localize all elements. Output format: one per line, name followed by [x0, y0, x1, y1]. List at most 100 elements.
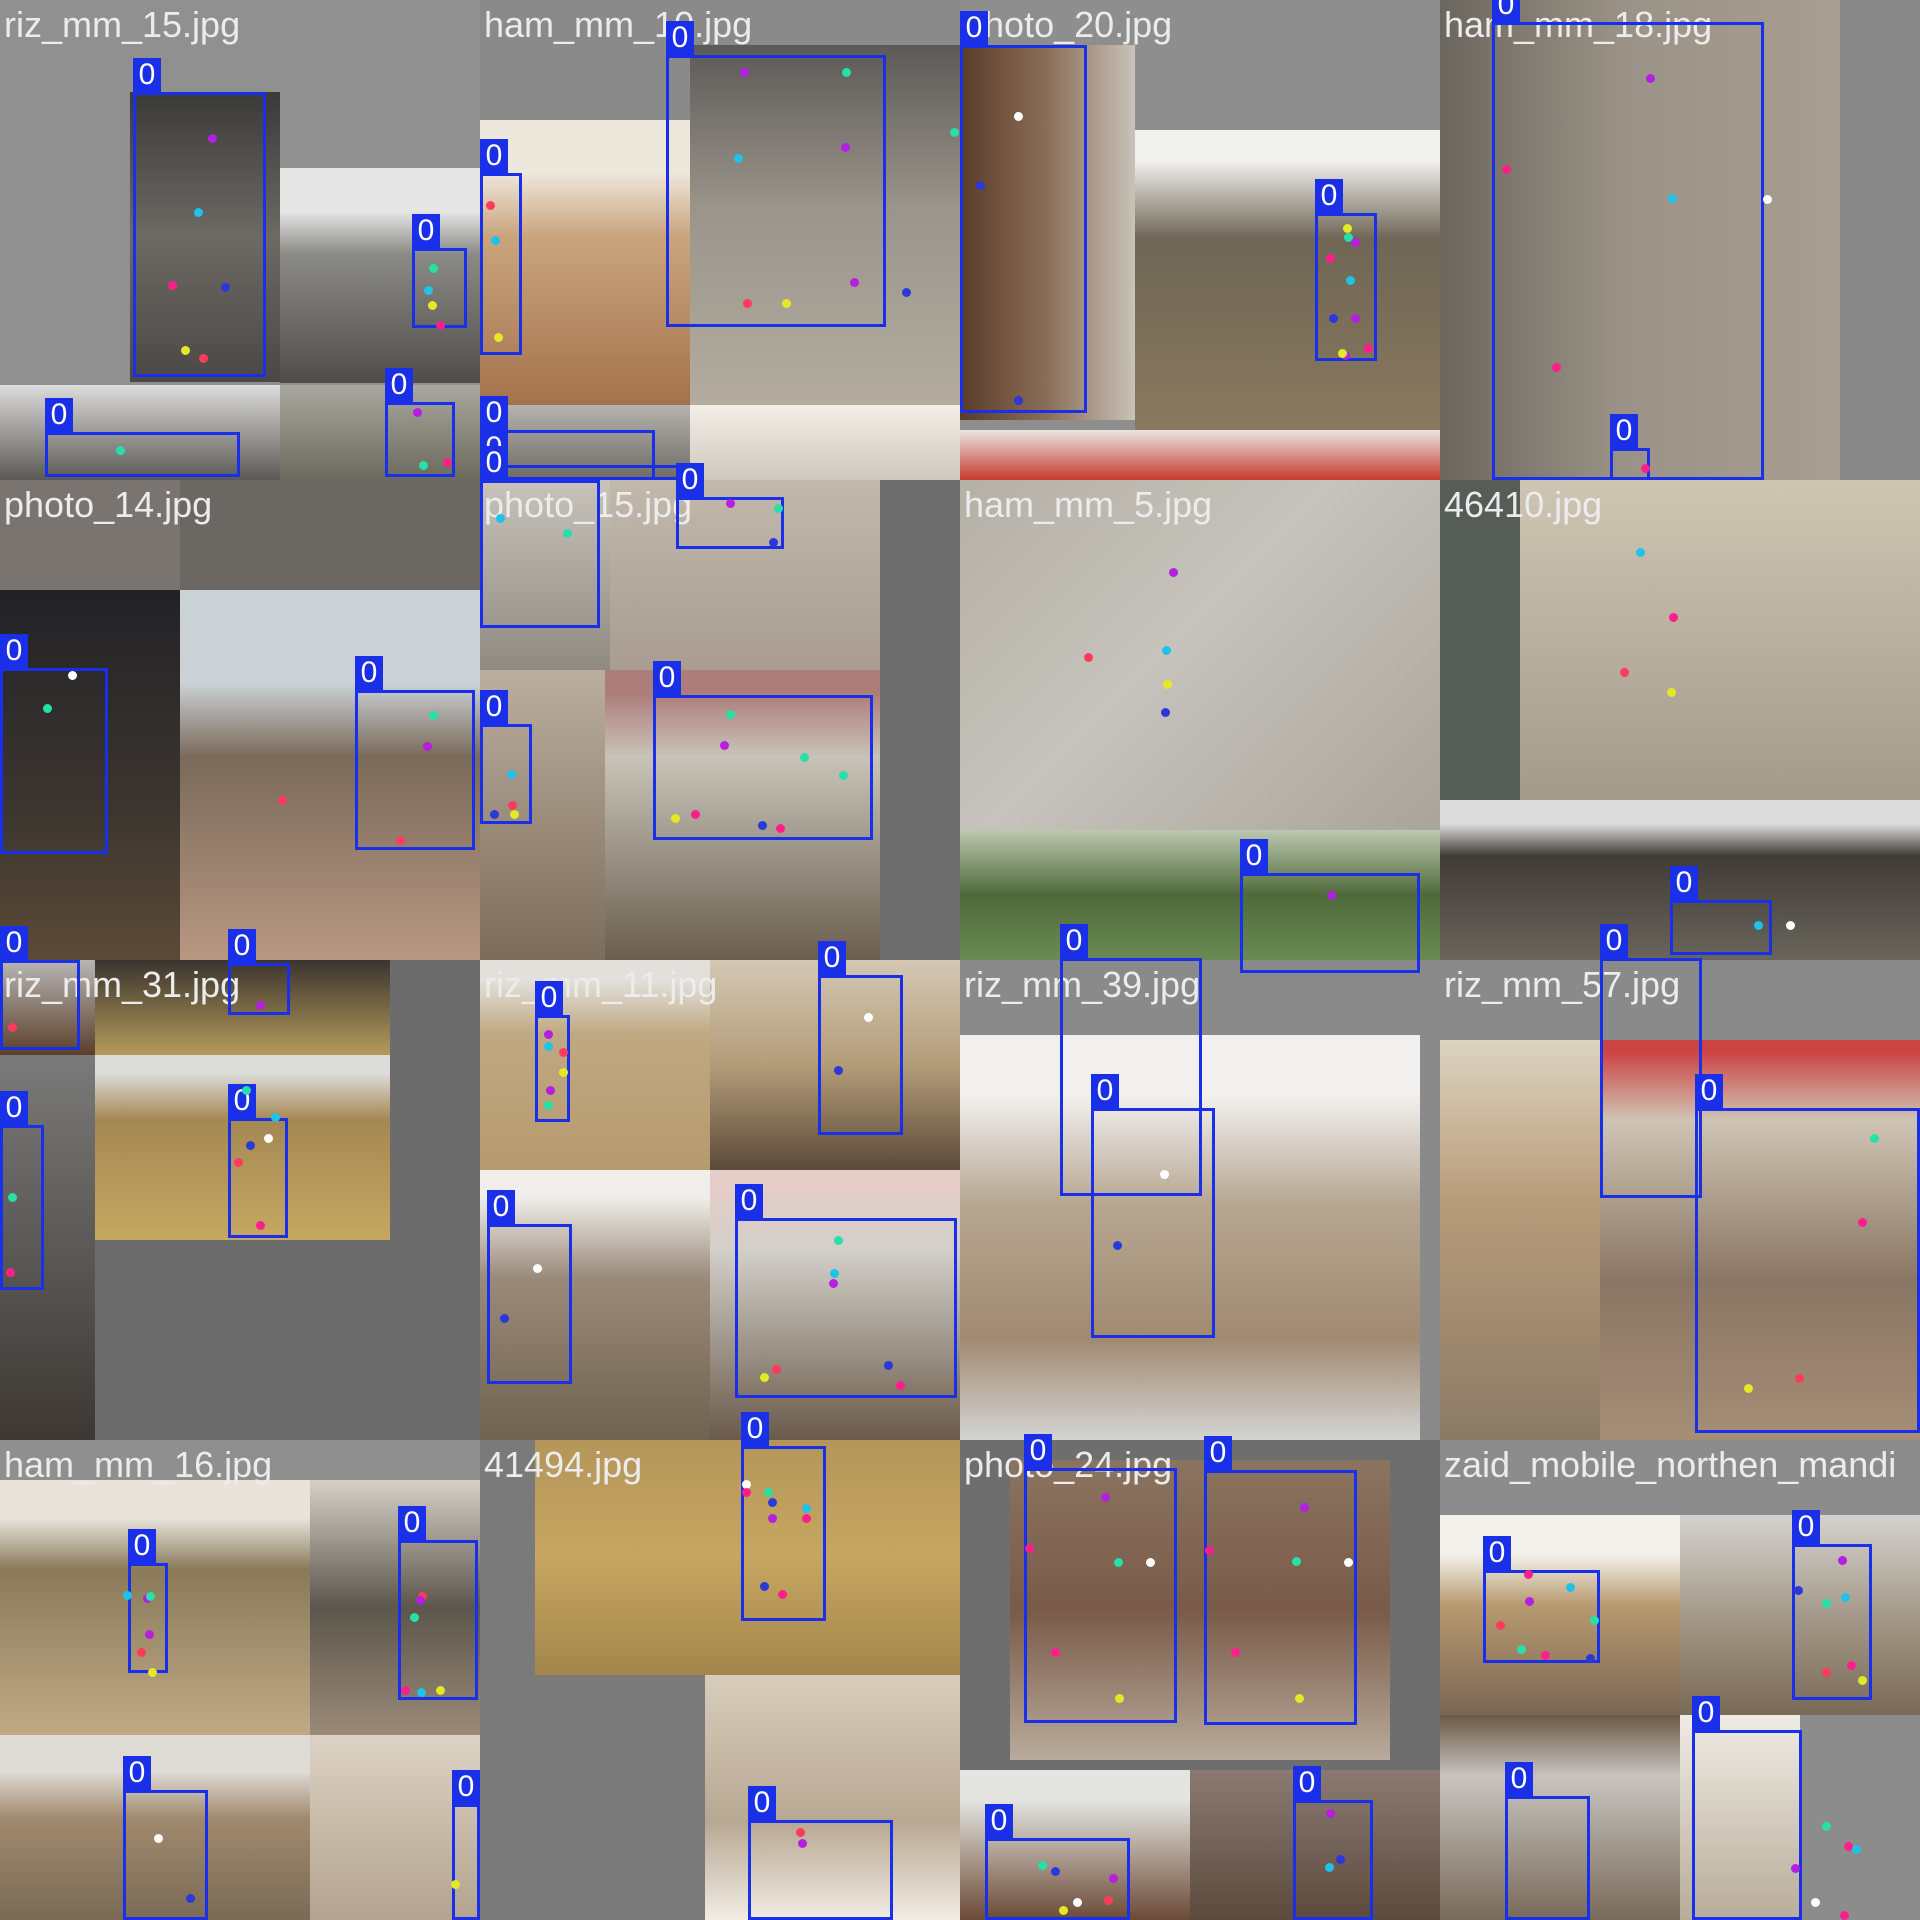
keypoint-dot — [207, 133, 217, 143]
class-label: 0 — [0, 1091, 28, 1125]
keypoint-dot — [781, 298, 791, 308]
keypoint-dot — [489, 809, 499, 819]
keypoint-dot — [801, 1503, 811, 1513]
keypoint-dot — [428, 710, 438, 720]
detection-box: 0 — [735, 1184, 957, 1398]
keypoint-dot — [767, 1513, 777, 1523]
keypoint-dot — [180, 345, 190, 355]
detection-box: 0 — [480, 446, 600, 628]
keypoint-dot — [1666, 687, 1676, 697]
detection-box: 0 — [0, 634, 108, 854]
photo-region — [1440, 0, 1840, 480]
keypoint-dot — [1337, 348, 1347, 358]
class-label: 0 — [452, 1770, 480, 1804]
class-label: 0 — [1692, 1696, 1720, 1730]
class-label: 0 — [1240, 839, 1268, 873]
photo-region — [0, 590, 180, 960]
keypoint-dot — [167, 280, 177, 290]
detection-box: 0 — [535, 981, 570, 1122]
keypoint-dot — [1335, 1854, 1345, 1864]
photo-region — [1680, 1515, 1920, 1715]
keypoint-dot — [442, 457, 452, 467]
keypoint-dot — [1743, 1383, 1753, 1393]
keypoint-dot — [122, 1590, 132, 1600]
keypoint-dot — [1013, 395, 1023, 405]
photo-region — [960, 430, 1440, 480]
keypoint-dot — [1551, 362, 1561, 372]
keypoint-dot — [241, 1085, 251, 1095]
photo-region — [1440, 1040, 1600, 1440]
detection-box: 0 — [228, 1084, 288, 1238]
keypoint-dot — [725, 498, 735, 508]
tile-filename: riz_mm_39.jpg — [964, 964, 1201, 1005]
detection-box: 0 — [0, 926, 80, 1050]
photo-region — [130, 92, 280, 382]
detection-box: 0 — [123, 1756, 208, 1920]
tile-filename: photo_20.jpg — [964, 4, 1173, 45]
detection-box: 0 — [666, 21, 886, 327]
keypoint-dot — [412, 407, 422, 417]
keypoint-dot — [543, 1029, 553, 1039]
keypoint-dot — [1345, 275, 1355, 285]
keypoint-dot — [263, 1133, 273, 1143]
detection-box: 0 — [45, 398, 240, 477]
keypoint-dot — [485, 200, 495, 210]
detection-box: 0 — [960, 11, 1087, 413]
class-label: 0 — [1505, 1762, 1533, 1796]
photo-region — [280, 168, 480, 383]
keypoint-dot — [490, 235, 500, 245]
keypoint-dot — [1161, 645, 1171, 655]
keypoint-dot — [797, 1838, 807, 1848]
keypoint-dot — [1363, 343, 1373, 353]
keypoint-dot — [741, 1479, 751, 1489]
keypoint-dot — [1342, 223, 1352, 233]
class-label: 0 — [228, 929, 256, 963]
class-label: 0 — [741, 1412, 769, 1446]
tile-filename: 46410.jpg — [1444, 484, 1603, 525]
keypoint-dot — [828, 1278, 838, 1288]
keypoint-dot — [233, 1157, 243, 1167]
class-label: 0 — [480, 139, 508, 173]
keypoint-dot — [1230, 1647, 1240, 1657]
class-label: 0 — [1492, 0, 1520, 22]
keypoint-dot — [545, 1085, 555, 1095]
detection-box: 0 — [133, 58, 266, 377]
keypoint-dot — [719, 740, 729, 750]
keypoint-dot — [1501, 164, 1511, 174]
detection-box: 0 — [1204, 1436, 1357, 1725]
photo-region — [880, 480, 960, 870]
keypoint-dot — [418, 460, 428, 470]
keypoint-dot — [1108, 1873, 1118, 1883]
keypoint-dot — [838, 770, 848, 780]
class-label: 0 — [960, 11, 988, 45]
keypoint-dot — [1523, 1569, 1533, 1579]
keypoint-dot — [1840, 1592, 1850, 1602]
keypoint-dot — [450, 1879, 460, 1889]
keypoint-dot — [255, 1220, 265, 1230]
detection-box: 0 — [480, 139, 522, 355]
keypoint-dot — [532, 1263, 542, 1273]
keypoint-dot — [562, 528, 572, 538]
keypoint-dot — [1114, 1693, 1124, 1703]
keypoint-dot — [1162, 679, 1172, 689]
keypoint-dot — [416, 1687, 426, 1697]
photo-region — [180, 480, 480, 590]
detection-box: 0 — [487, 1190, 572, 1384]
detection-box: 0 — [1505, 1762, 1590, 1920]
detection-box: 0 — [1670, 866, 1772, 955]
keypoint-dot — [767, 1497, 777, 1507]
keypoint-dot — [1350, 313, 1360, 323]
keypoint-dot — [435, 320, 445, 330]
keypoint-dot — [1037, 1860, 1047, 1870]
keypoint-dot — [1159, 1169, 1169, 1179]
keypoint-dot — [1145, 1557, 1155, 1567]
keypoint-dot — [849, 277, 859, 287]
tile-filename: photo_24.jpg — [964, 1444, 1173, 1485]
detection-box: 0 — [985, 1804, 1130, 1920]
detection-box: 0 — [653, 661, 873, 840]
detection-box: 0 — [385, 368, 455, 477]
keypoint-dot — [1790, 1863, 1800, 1873]
detection-box: 0 — [1600, 924, 1702, 1198]
class-label: 0 — [1293, 1766, 1321, 1800]
keypoint-dot — [270, 1112, 280, 1122]
